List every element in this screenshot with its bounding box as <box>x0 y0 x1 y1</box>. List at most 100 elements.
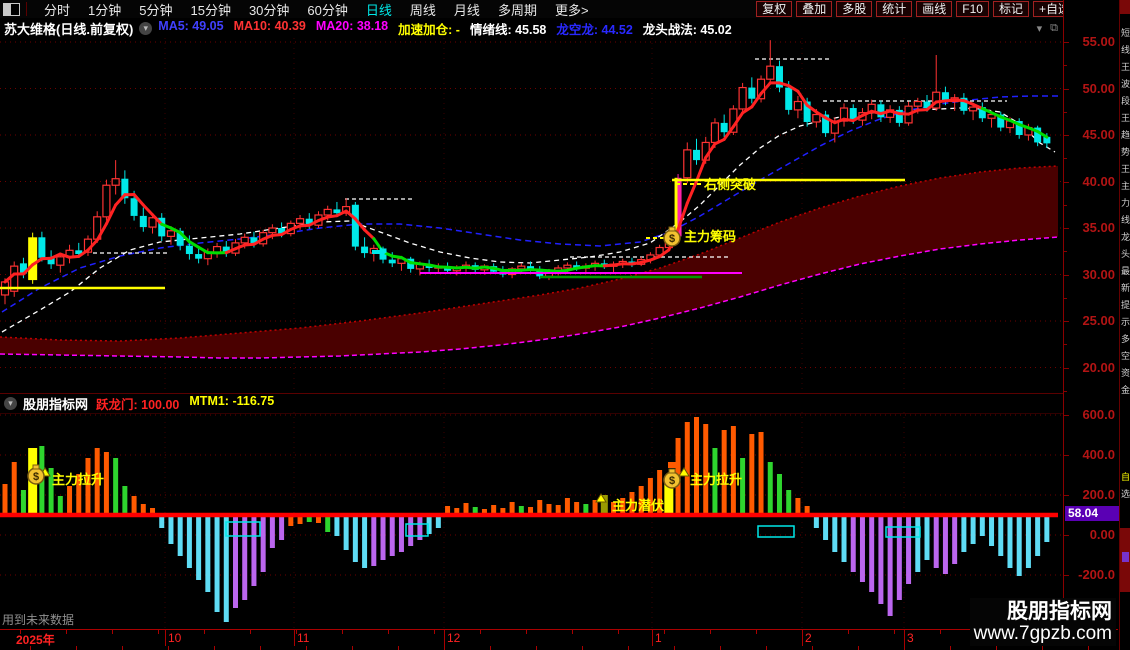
timeline-month: 12 <box>447 631 461 645</box>
signal-box <box>405 523 429 537</box>
ma-indicator-2: MA20: 38.18 <box>315 18 389 33</box>
period-tab-3[interactable]: 15分钟 <box>190 2 231 18</box>
price-axis: 55.00 50.00 45.00 40.00 35.00 30.00 25.00 20.00… <box>1063 0 1121 650</box>
indicator-axis-label: 400.0 <box>1082 447 1115 462</box>
strip-tab-active[interactable]: 自 <box>1120 472 1130 482</box>
money-bag-icon: $ <box>27 464 45 485</box>
window-icon[interactable] <box>3 2 20 16</box>
ma-indicator-1: MA10: 40.39 <box>233 18 306 33</box>
indicator-axis-label: -200.0 <box>1078 567 1115 582</box>
ma-indicator-6: 龙头战法: 45.02 <box>642 22 732 37</box>
strip-tab-char[interactable]: 最 <box>1120 266 1130 276</box>
period-tab-7[interactable]: 周线 <box>409 2 436 18</box>
money-bag-icon: $ <box>663 226 681 247</box>
strip-tab-char[interactable]: 选 <box>1120 489 1130 499</box>
period-tab-1[interactable]: 1分钟 <box>88 2 122 18</box>
strip-tab-char[interactable]: 空 <box>1120 351 1130 361</box>
period-tab-9[interactable]: 多周期 <box>497 2 537 18</box>
timeline-month: 10 <box>168 631 182 645</box>
time-axis: 2025年 10 11 12 1 2 3 <box>0 629 1118 647</box>
signal-box <box>885 526 921 538</box>
svg-text:$: $ <box>669 475 675 487</box>
chevron-down-icon[interactable]: ▾ <box>4 397 17 410</box>
strip-tab-char[interactable]: 短 <box>1120 28 1130 38</box>
toolbar-divider <box>26 2 27 16</box>
price-axis-label: 45.00 <box>1082 127 1115 142</box>
chart-header: 苏大维格(日线.前复权) ▾ MA5: 49.05 MA10: 40.39 MA20… <box>0 18 1118 38</box>
strip-tab-char[interactable]: 王 <box>1120 164 1130 174</box>
strip-tab-char[interactable]: 王 <box>1120 113 1130 123</box>
strip-tab-char[interactable]: 多 <box>1120 334 1130 344</box>
strip-tab-char[interactable]: 龙 <box>1120 232 1130 242</box>
price-axis-label: 50.00 <box>1082 80 1115 96</box>
tool-button-4[interactable]: 画线 <box>916 1 953 17</box>
tool-button-3[interactable]: 统计 <box>876 1 913 17</box>
tool-button-5[interactable]: F10 <box>956 1 989 17</box>
ma-indicator-5: 龙空龙: 44.52 <box>556 22 633 37</box>
timeline-month: 2 <box>805 631 812 645</box>
tool-button-1[interactable]: 叠加 <box>796 1 833 17</box>
strip-tab-char[interactable]: 金 <box>1120 385 1130 395</box>
timeline-month: 3 <box>907 631 914 645</box>
strip-tab-char[interactable]: 段 <box>1120 96 1130 106</box>
price-axis-label: 40.00 <box>1082 173 1115 189</box>
watermark-site-name: 股朋指标网 <box>1007 600 1112 623</box>
svg-text:$: $ <box>33 471 39 483</box>
latest-value-marker: 58.04 <box>1065 506 1121 521</box>
popout-icon[interactable]: ⧉ <box>1050 21 1058 34</box>
period-tab-2[interactable]: 5分钟 <box>139 2 173 18</box>
strip-tab-char[interactable]: 线 <box>1120 215 1130 225</box>
right-sidebar-strip[interactable]: 短线王波段王趋势王主力线龙头最新提示多空资金自选 <box>1119 0 1130 650</box>
panel-annotation: 主力拉升 <box>690 472 742 487</box>
indicator-axis-label: 600.0 <box>1082 407 1115 422</box>
strip-tab-char[interactable]: 趋 <box>1120 130 1130 140</box>
tool-button-2[interactable]: 多股 <box>836 1 873 17</box>
indicator-values: MA5: 49.05 MA10: 40.39 MA20: 38.18 加速加仓: - 情… <box>158 19 741 38</box>
period-tab-5[interactable]: 60分钟 <box>307 2 348 18</box>
timeline-month: 1 <box>655 631 662 645</box>
strip-tab-char[interactable]: 提 <box>1120 300 1130 310</box>
price-axis-label: 25.00 <box>1082 313 1115 328</box>
panel-indicator-1: MTM1: -116.75 <box>189 394 275 408</box>
tool-button-6[interactable]: 标记 <box>992 1 1029 17</box>
cyan-arrow-icon <box>372 247 387 257</box>
period-tab-6[interactable]: 日线 <box>365 2 392 18</box>
histogram-bars <box>2 417 1050 622</box>
strip-tab-char[interactable]: 新 <box>1120 283 1130 293</box>
triangle-up-icon <box>678 467 690 477</box>
strip-tab-char[interactable]: 波 <box>1120 79 1130 89</box>
watermark-url: www.7gpzb.com <box>973 623 1112 644</box>
strip-tab-char[interactable]: 王 <box>1120 62 1130 72</box>
price-axis-label: 20.00 <box>1082 359 1115 375</box>
strip-tab-char[interactable]: 势 <box>1120 147 1130 157</box>
chart-annotation: 主力筹码 <box>684 229 736 244</box>
svg-text:$: $ <box>669 233 675 245</box>
period-tab-8[interactable]: 月线 <box>453 2 480 18</box>
candlestick-series <box>0 40 1051 305</box>
bottom-cut-row <box>0 646 1118 650</box>
panel-annotation: 主力潜伏 <box>612 498 664 513</box>
period-tab-10[interactable]: 更多> <box>554 2 589 18</box>
strip-tab-char[interactable]: 线 <box>1120 45 1130 55</box>
period-tab-0[interactable]: 分时 <box>44 2 71 18</box>
site-watermark: 股朋指标网 www.7gpzb.com <box>969 598 1116 646</box>
period-tabs: 分时 1分钟 5分钟 15分钟 30分钟 60分钟 日线 周线 月线 多周期 更多> <box>35 0 598 19</box>
strip-tab-char[interactable]: 示 <box>1120 317 1130 327</box>
strip-tab-char[interactable]: 资 <box>1120 368 1130 378</box>
indicator-axis-label: 0.00 <box>1089 527 1115 542</box>
strip-tab-char[interactable]: 主 <box>1120 181 1130 191</box>
indicator-panel-values: 跃龙门: 100.00 MTM1: -116.75 <box>96 394 284 413</box>
period-toolbar: 分时 1分钟 5分钟 15分钟 30分钟 60分钟 日线 周线 月线 多周期 更多> 复权 叠加 多股统… <box>0 0 1130 19</box>
collapse-icon[interactable]: ▾ <box>1036 22 1043 35</box>
symbol-title: 苏大维格(日线.前复权) <box>4 21 134 37</box>
strip-tab-char[interactable]: 力 <box>1120 198 1130 208</box>
ma-indicator-0: MA5: 49.05 <box>158 18 224 33</box>
tool-button-0[interactable]: 复权 <box>756 1 793 17</box>
strip-tab-char[interactable]: 头 <box>1120 249 1130 259</box>
period-tab-4[interactable]: 30分钟 <box>248 2 290 18</box>
ma-indicator-4: 情绪线: 45.58 <box>469 22 547 37</box>
chevron-down-icon[interactable]: ▾ <box>139 21 153 35</box>
